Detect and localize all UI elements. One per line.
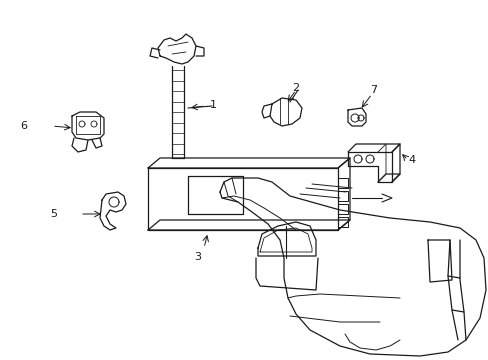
Text: 2: 2: [291, 83, 299, 93]
Text: 3: 3: [194, 252, 201, 262]
Text: 5: 5: [50, 209, 57, 219]
Text: 4: 4: [407, 155, 414, 165]
Text: 1: 1: [209, 100, 217, 110]
Text: 6: 6: [20, 121, 27, 131]
Text: 7: 7: [369, 85, 376, 95]
